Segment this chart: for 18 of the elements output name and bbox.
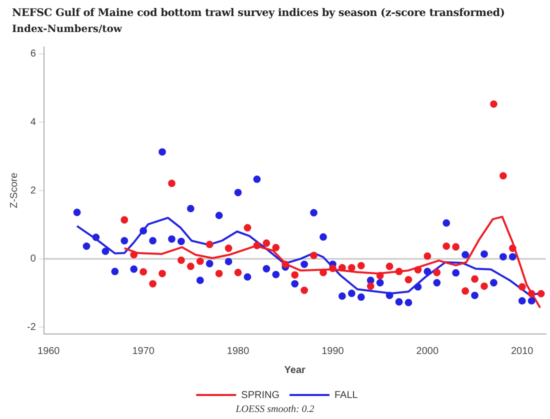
x-tick-label: 1960 bbox=[38, 346, 60, 357]
y-tick-label: 2 bbox=[30, 185, 36, 196]
legend-label: FALL bbox=[334, 390, 358, 401]
x-tick-label: 1970 bbox=[132, 346, 155, 357]
y-axis-title: Z-Score bbox=[8, 172, 20, 208]
x-tick-label: 2010 bbox=[511, 346, 534, 357]
y-tick-label: 0 bbox=[30, 254, 36, 265]
text: LOESS smooth: 0.2 bbox=[234, 404, 316, 415]
y-tick-label: -2 bbox=[26, 322, 36, 333]
y-tick-label: 4 bbox=[30, 116, 36, 128]
legend-label: SPRING bbox=[241, 390, 280, 401]
chart-subtitle: Index-Numbers/tow bbox=[12, 24, 122, 35]
chart-title: NEFSC Gulf of Maine cod bottom trawl survey indices by season (z-score transformed) bbox=[12, 7, 505, 19]
x-axis-title: Year bbox=[284, 364, 306, 376]
x-tick-label: 1980 bbox=[226, 346, 250, 357]
x-tick-label: 2000 bbox=[416, 346, 439, 357]
x-tick-label: 1990 bbox=[322, 346, 344, 357]
y-tick-label: 6 bbox=[30, 48, 36, 60]
